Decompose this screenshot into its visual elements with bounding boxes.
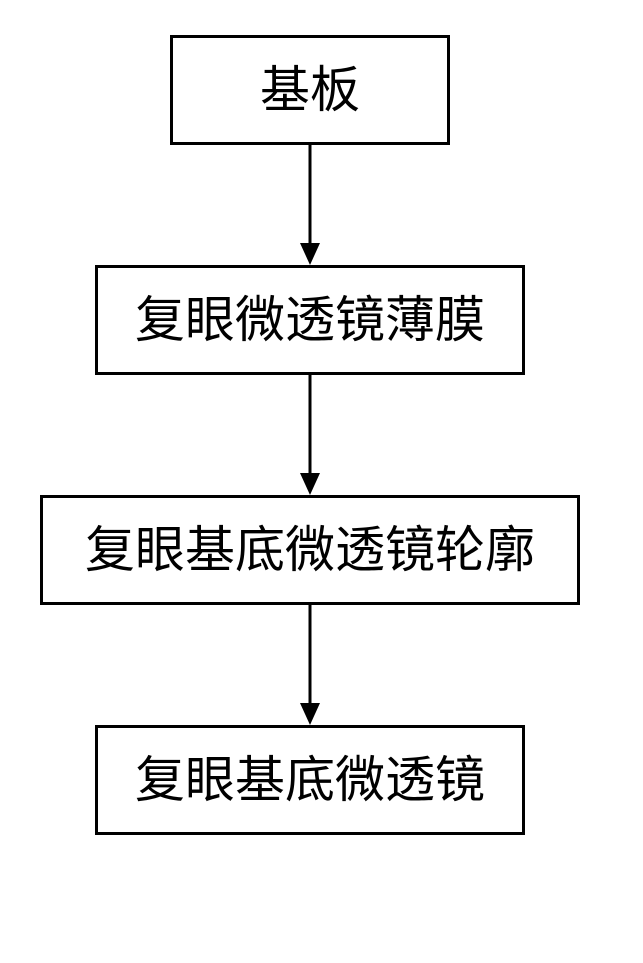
flowchart-node-label: 复眼基底微透镜轮廓 [85, 524, 535, 577]
arrowhead-icon [300, 473, 320, 495]
flowchart-node-label: 复眼微透镜薄膜 [135, 294, 485, 347]
flowchart-node: 复眼基底微透镜轮廓 [40, 495, 580, 605]
arrowhead-icon [300, 703, 320, 725]
flowchart-node: 复眼微透镜薄膜 [95, 265, 525, 375]
flowchart-node-label: 基板 [260, 64, 360, 117]
flowchart-node: 复眼基底微透镜 [95, 725, 525, 835]
flowchart-node-label: 复眼基底微透镜 [135, 754, 485, 807]
arrowhead-icon [300, 243, 320, 265]
flowchart-canvas: 基板复眼微透镜薄膜复眼基底微透镜轮廓复眼基底微透镜 [0, 0, 643, 963]
flowchart-node: 基板 [170, 35, 450, 145]
